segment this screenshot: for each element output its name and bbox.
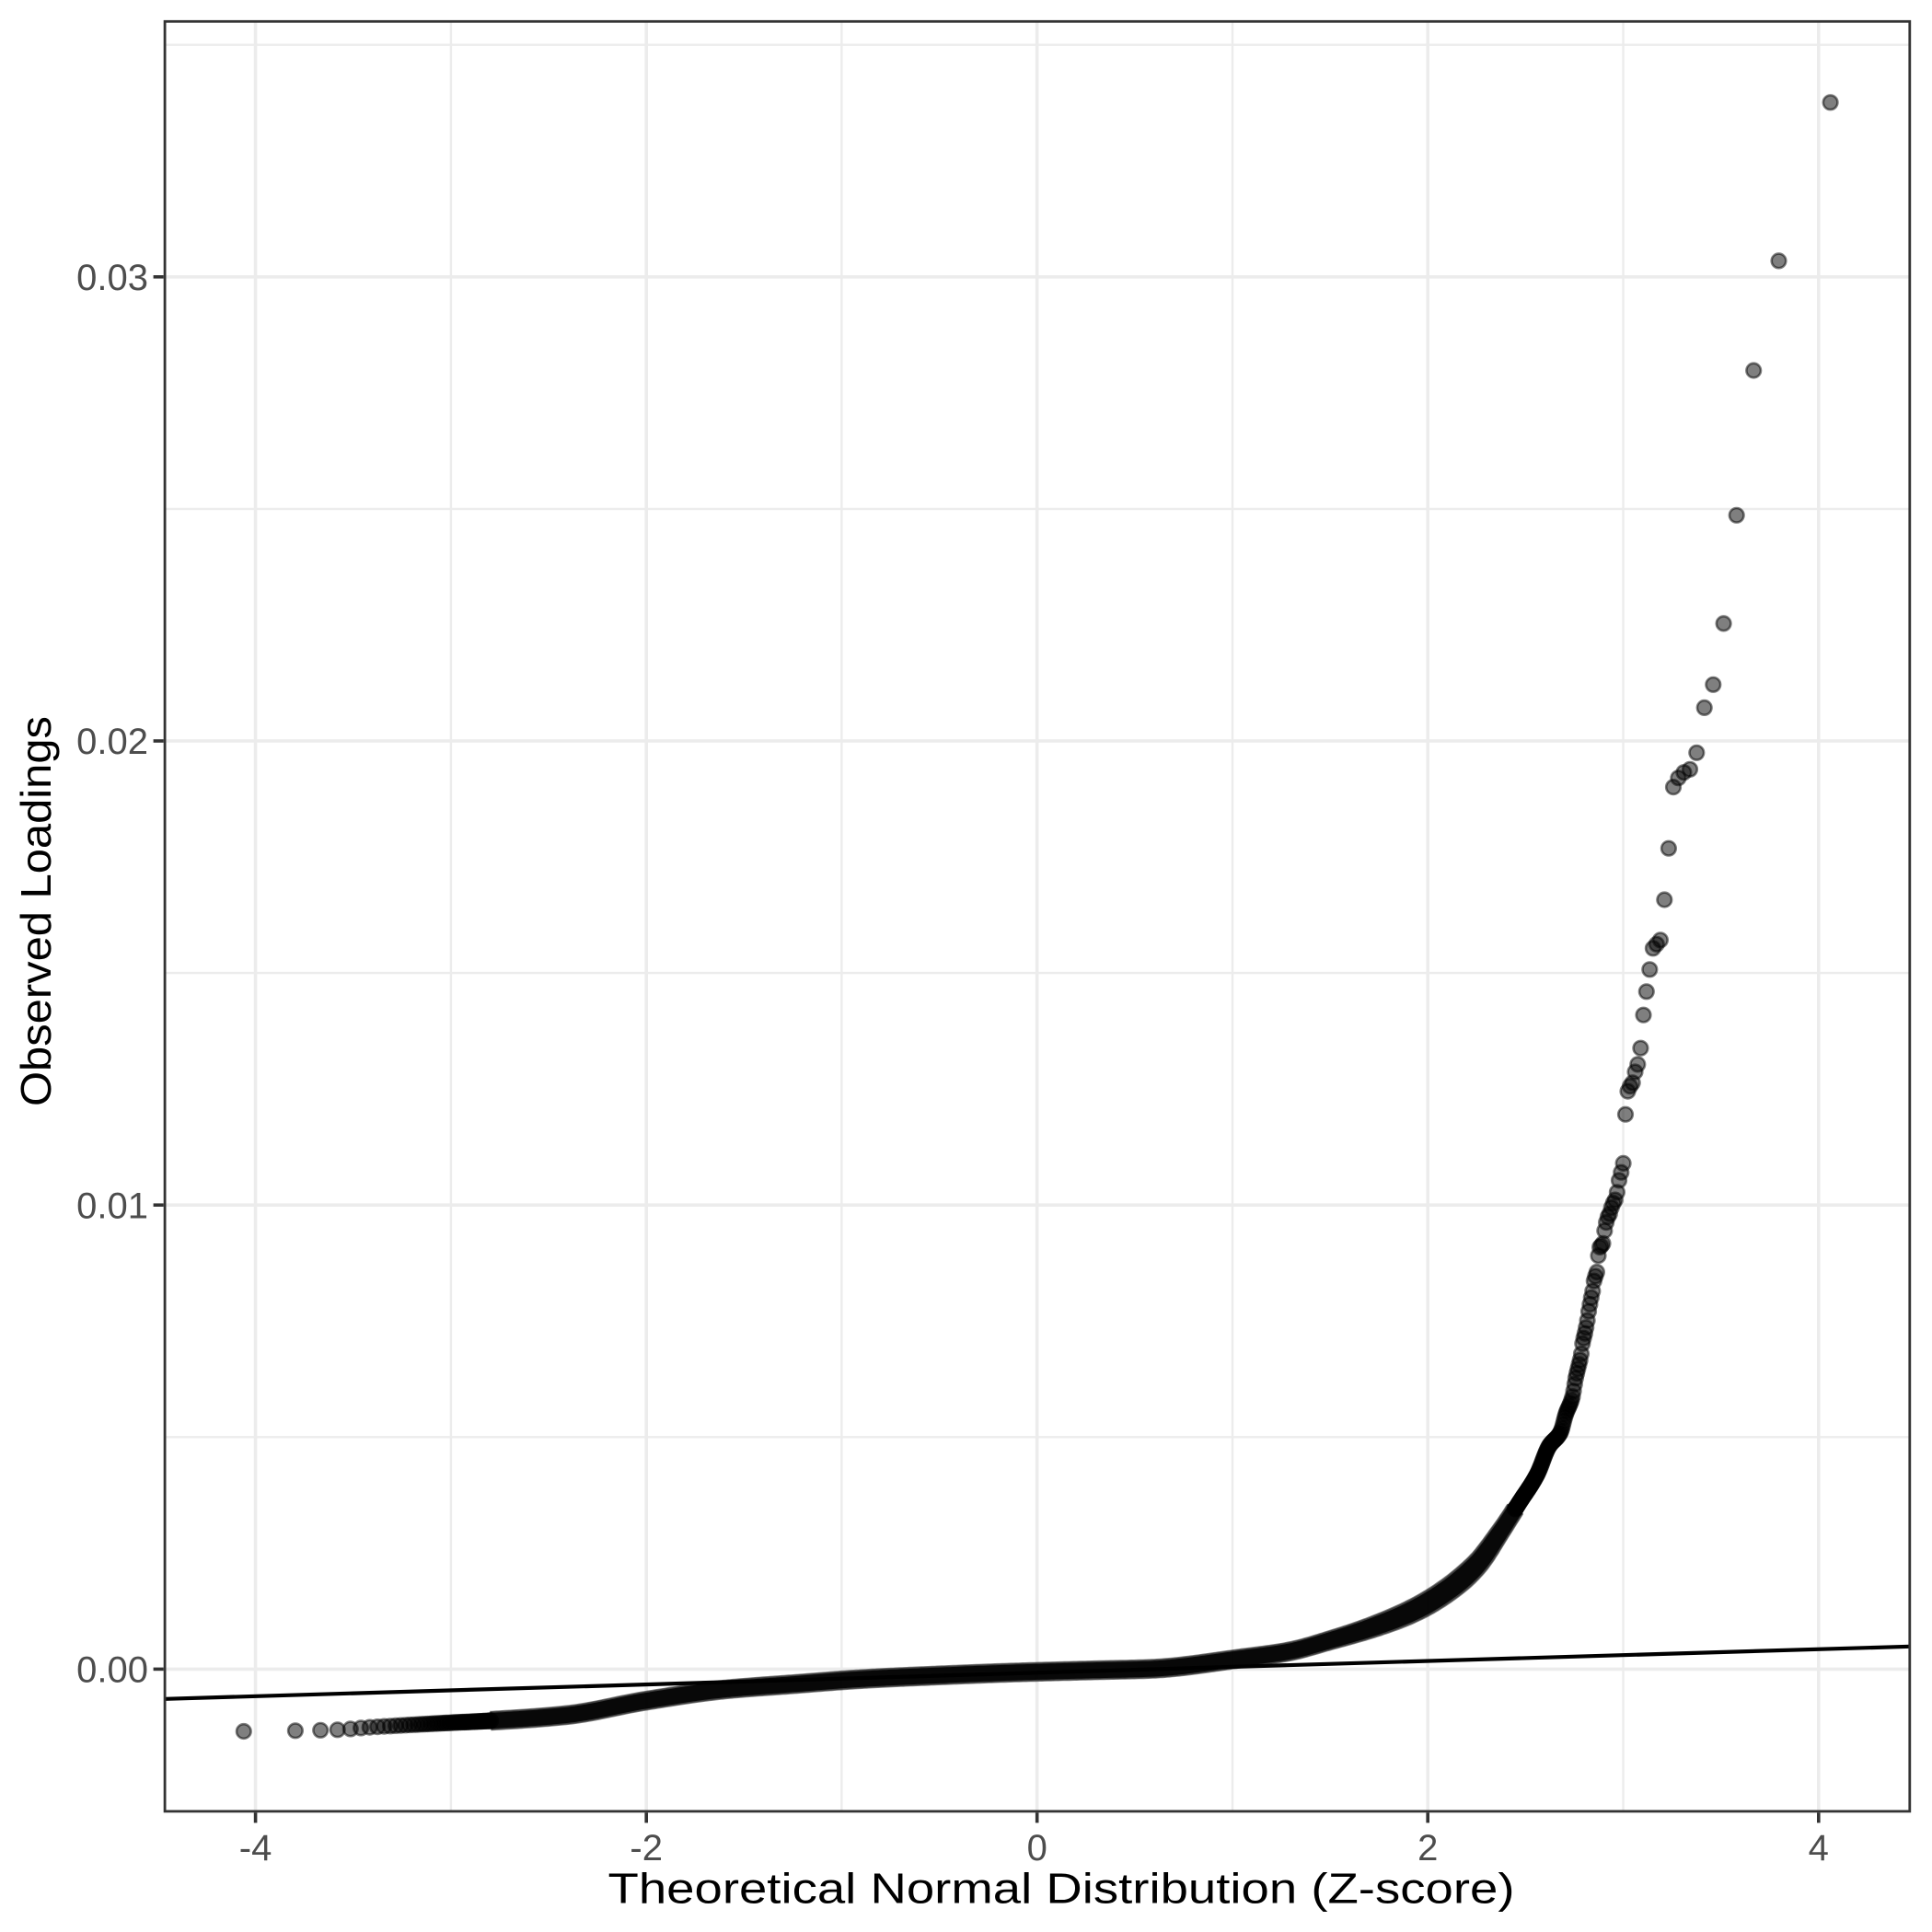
- svg-text:-4: -4: [239, 1828, 272, 1868]
- svg-text:2: 2: [1417, 1828, 1438, 1868]
- svg-text:0.00: 0.00: [76, 1650, 148, 1691]
- svg-text:Theoretical Normal Distributio: Theoretical Normal Distribution (Z-score…: [608, 1865, 1515, 1913]
- svg-text:Observed Loadings: Observed Loadings: [12, 716, 60, 1106]
- svg-text:0: 0: [1027, 1828, 1047, 1868]
- svg-text:0.01: 0.01: [76, 1186, 148, 1226]
- svg-text:0.02: 0.02: [76, 722, 148, 762]
- svg-text:0.03: 0.03: [76, 258, 148, 298]
- svg-text:-2: -2: [630, 1828, 663, 1868]
- svg-text:4: 4: [1809, 1828, 1829, 1868]
